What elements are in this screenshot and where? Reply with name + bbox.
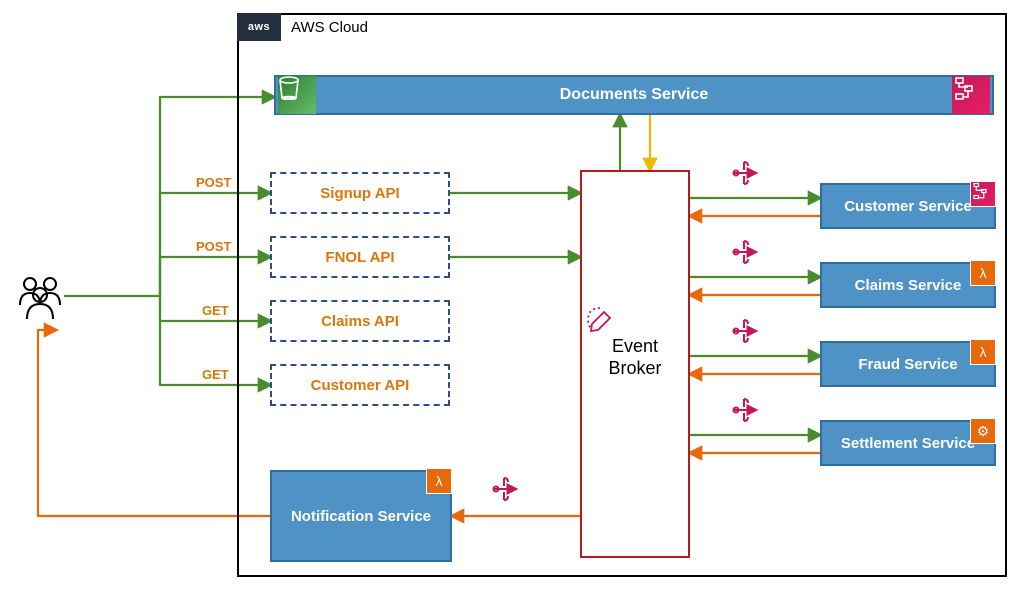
lambda-icon: λ: [970, 260, 996, 286]
api-label: Customer API: [311, 377, 410, 394]
service-label: Claims Service: [855, 277, 962, 294]
http-method-label: POST: [196, 239, 231, 254]
s3-bucket-icon: [278, 76, 316, 114]
event-broker-label-2: Broker: [582, 358, 688, 379]
http-method-label: POST: [196, 175, 231, 190]
api-label: Claims API: [321, 313, 399, 330]
notification-service-label: Notification Service: [291, 508, 431, 525]
event-broker: Event Broker: [580, 170, 690, 558]
api-signup: Signup API: [270, 172, 450, 214]
aws-icon: aws: [237, 13, 281, 41]
http-method-label: GET: [202, 367, 229, 382]
step-functions-icon: [970, 181, 996, 207]
event-broker-label-1: Event: [582, 336, 688, 357]
service-label: Fraud Service: [858, 356, 957, 373]
documents-service-label: Documents Service: [560, 86, 709, 104]
service-label: Customer Service: [844, 198, 972, 215]
diagram-root: { "canvas":{"w":1024,"h":589,"bg":"#ffff…: [0, 0, 1024, 589]
api-label: FNOL API: [325, 249, 394, 266]
api-fnol: FNOL API: [270, 236, 450, 278]
aws-badge-text: aws: [248, 21, 270, 33]
service-label: Settlement Service: [841, 435, 975, 452]
lambda-icon: λ: [970, 339, 996, 365]
aws-cloud-title: AWS Cloud: [291, 19, 368, 36]
notification-service: Notification Service: [270, 470, 452, 562]
api-claims: Claims API: [270, 300, 450, 342]
lambda-icon: λ: [426, 468, 452, 494]
step-functions-icon: [952, 76, 990, 114]
gear-icon: ⚙: [970, 418, 996, 444]
http-method-label: GET: [202, 303, 229, 318]
api-customer: Customer API: [270, 364, 450, 406]
documents-service: Documents Service: [274, 75, 994, 115]
api-label: Signup API: [320, 185, 399, 202]
